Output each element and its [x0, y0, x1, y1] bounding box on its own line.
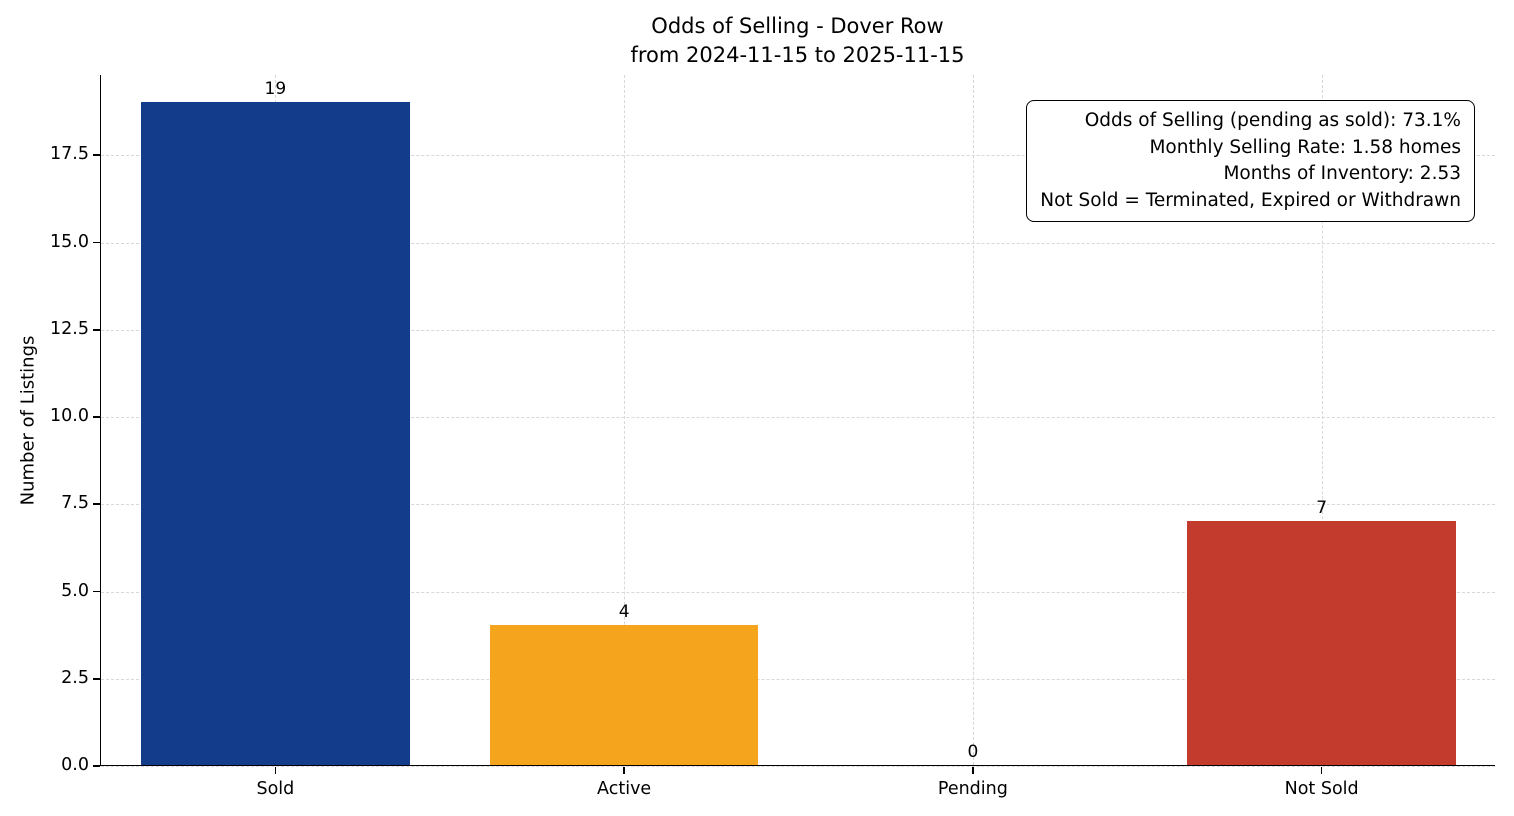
- bar-value-label: 7: [1316, 497, 1328, 518]
- x-tick-mark: [1320, 767, 1323, 774]
- y-gridline: [101, 417, 1495, 418]
- y-gridline: [101, 678, 1495, 680]
- y-tick-mark: [93, 154, 100, 157]
- x-gridline: [1321, 75, 1323, 765]
- x-tick-label: Pending: [937, 779, 1008, 799]
- y-tick-label: 0.0: [61, 755, 89, 775]
- bar-value-label: 4: [618, 602, 630, 623]
- y-gridline: [101, 329, 1495, 331]
- x-gridline: [972, 75, 974, 765]
- y-tick-label: 12.5: [50, 318, 89, 339]
- annotation-line-inventory: Months of Inventory: 2.53: [1223, 163, 1461, 184]
- bar-active: [489, 625, 759, 765]
- plot-area: 0.0 2.5 5.0 7.5 10.0 12.5 15.0 17.5 19 Sold 4 Activ…: [50, 75, 1495, 799]
- y-tick-mark: [93, 765, 100, 767]
- x-tick-mark: [274, 767, 277, 774]
- y-tick-label: 5.0: [61, 580, 89, 601]
- bar-sold: [141, 101, 410, 765]
- chart-title: Odds of Selling - Dover Row: [651, 14, 944, 38]
- y-tick-label: 7.5: [61, 493, 89, 514]
- y-gridline: [101, 591, 1495, 593]
- annotation-line-notsold: Not Sold = Terminated, Expired or Withdr…: [1040, 189, 1461, 211]
- bar-value-label: 19: [264, 78, 287, 99]
- annotation-line-odds: Odds of Selling (pending as sold): 73.1%: [1084, 110, 1461, 131]
- x-tick-label: Sold: [256, 779, 295, 799]
- x-tick-mark: [623, 767, 625, 774]
- stats-annotation-box: Odds of Selling (pending as sold): 73.1%…: [1026, 100, 1475, 222]
- x-tick-label: Not Sold: [1284, 779, 1359, 799]
- y-gridline: [101, 155, 1495, 157]
- y-gridline: [101, 504, 1495, 506]
- y-tick-label: 15.0: [50, 231, 89, 252]
- y-tick-mark: [93, 241, 100, 244]
- y-gridline: [101, 242, 1495, 244]
- y-tick-mark: [93, 416, 100, 418]
- y-tick-label: 17.5: [50, 144, 89, 165]
- x-tick-label: Active: [597, 779, 652, 799]
- chart-title-block: Odds of Selling - Dover Row from 2024-11…: [100, 12, 1495, 70]
- y-tick-label: 10.0: [50, 406, 89, 426]
- bar-value-label: 0: [967, 742, 979, 762]
- y-tick-mark: [93, 503, 100, 506]
- y-tick-label: 2.5: [61, 667, 89, 688]
- y-gridline: [101, 766, 1495, 767]
- y-tick-mark: [93, 328, 100, 331]
- chart-subtitle: from 2024-11-15 to 2025-11-15: [630, 43, 965, 67]
- x-gridline: [624, 75, 626, 765]
- y-tick-mark: [93, 677, 100, 680]
- x-tick-mark: [972, 767, 974, 774]
- y-tick-mark: [93, 590, 100, 593]
- bar-not-sold: [1187, 520, 1456, 765]
- annotation-line-rate: Monthly Selling Rate: 1.58 homes: [1149, 136, 1461, 158]
